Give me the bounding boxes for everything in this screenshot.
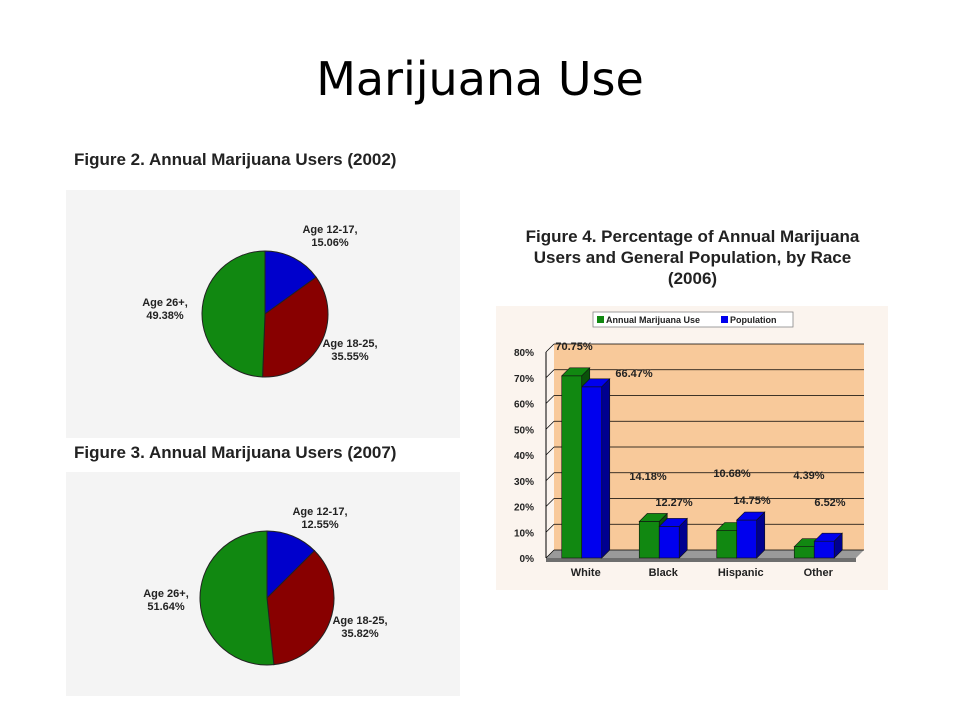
plot-floor bbox=[546, 550, 864, 558]
pie-slice bbox=[264, 250, 317, 315]
x-tick-label: White bbox=[571, 567, 601, 579]
pie-slice-label: Age 18-25, bbox=[322, 338, 377, 350]
figure-2-pie-chart: Age 12-17,15.06% Age 18-25,35.55% Age 26+,… bbox=[142, 224, 378, 378]
pie-slice-value: 51.64% bbox=[147, 601, 185, 613]
bar bbox=[638, 521, 660, 559]
legend: Annual Marijuana Use Population bbox=[592, 311, 794, 328]
bar-data-label: 70.75% bbox=[555, 341, 593, 353]
y-tick-label: 60% bbox=[514, 400, 534, 411]
pie-slice-label: Age 26+, bbox=[142, 297, 188, 309]
y-tick-label: 80% bbox=[514, 348, 534, 359]
bar bbox=[793, 546, 815, 559]
bar-side bbox=[756, 511, 766, 559]
pie-slice-label: Age 12-17, bbox=[292, 506, 347, 518]
bar bbox=[561, 375, 583, 559]
bar-data-label: 14.75% bbox=[733, 495, 771, 507]
pie-slice-label: Age 18-25, bbox=[332, 615, 387, 627]
legend-box bbox=[592, 311, 794, 328]
legend-swatch bbox=[597, 316, 604, 323]
bar-data-label: 10.68% bbox=[713, 468, 751, 480]
figure-4-panel: 0% 10% 20% 30% 40% 50% 60% 70% 80% Annual Marijua… bbox=[496, 306, 888, 590]
gridline-depth bbox=[545, 498, 555, 507]
y-tick-label: 50% bbox=[514, 425, 534, 436]
bar-side bbox=[601, 378, 611, 559]
figure-4-title-line-2: Users and General Population, by Race bbox=[533, 248, 852, 267]
figure-2-title: Figure 2. Annual Marijuana Users (2002) bbox=[74, 150, 397, 169]
figure-4-title-line-3: (2006) bbox=[667, 269, 718, 288]
y-tick-label: 0% bbox=[520, 554, 535, 565]
figure-3-panel: Age 12-17, 12.55% Age 18-25, 35.82% Age 26+,… bbox=[66, 472, 460, 696]
figure-4-bar-chart: 0% 10% 20% 30% 40% 50% 60% 70% 80% Annual Marijua… bbox=[514, 311, 864, 579]
x-tick-label: Black bbox=[649, 567, 679, 579]
bar-data-label: 14.18% bbox=[629, 471, 667, 483]
figure-4-title: Figure 4. Percentage of Annual Marijuana… bbox=[500, 226, 885, 289]
pie-slice bbox=[266, 550, 335, 666]
x-tick-label: Hispanic bbox=[718, 567, 764, 579]
slide-title: Marijuana Use bbox=[316, 52, 644, 106]
pie-slice-value: 49.38% bbox=[146, 310, 184, 322]
figure-3-pie-chart: Age 12-17,12.55% Age 18-25,35.82% Age 26+,… bbox=[143, 506, 388, 666]
pie-slice-label: Age 26+, bbox=[143, 588, 189, 600]
pie-slice-value: 12.55% bbox=[301, 519, 339, 531]
legend-label: Annual Marijuana Use bbox=[606, 315, 700, 325]
pie-slice bbox=[201, 250, 266, 378]
bar bbox=[813, 540, 835, 559]
bar-data-label: 12.27% bbox=[655, 497, 693, 509]
bar-side bbox=[678, 517, 688, 559]
bar bbox=[581, 386, 603, 559]
bar bbox=[658, 526, 680, 559]
y-tick-label: 70% bbox=[514, 374, 534, 385]
y-tick-label: 20% bbox=[514, 503, 534, 514]
plot-floor-edge bbox=[546, 558, 856, 562]
gridline-depth bbox=[545, 395, 555, 404]
bar bbox=[716, 530, 738, 559]
gridline-depth bbox=[545, 472, 555, 481]
pie-slice-value: 15.06% bbox=[311, 237, 349, 249]
gridline-depth bbox=[545, 446, 555, 456]
gridline-depth bbox=[545, 369, 555, 378]
y-tick-label: 40% bbox=[514, 451, 534, 462]
pie-slice bbox=[262, 276, 329, 378]
bar-data-label: 6.52% bbox=[814, 497, 845, 509]
y-tick-label: 10% bbox=[514, 528, 534, 539]
bar-data-label: 66.47% bbox=[615, 368, 653, 380]
gridline-depth bbox=[545, 421, 555, 430]
legend-swatch bbox=[721, 316, 728, 323]
x-tick-label: Other bbox=[804, 567, 834, 579]
y-tick-label: 30% bbox=[514, 477, 534, 488]
pie-slice-value: 35.82% bbox=[341, 628, 379, 640]
legend-label: Population bbox=[730, 315, 777, 325]
bar-side bbox=[833, 532, 843, 559]
figure-4-title-line-1: Figure 4. Percentage of Annual Marijuana bbox=[525, 227, 860, 246]
bar-data-label: 4.39% bbox=[793, 470, 824, 482]
pie-slice-value: 35.55% bbox=[331, 351, 369, 363]
bar bbox=[736, 519, 758, 559]
pie-slice bbox=[199, 530, 275, 666]
figure-3-title: Figure 3. Annual Marijuana Users (2007) bbox=[74, 443, 397, 462]
pie-slice-label: Age 12-17, bbox=[302, 224, 357, 236]
gridline-depth bbox=[545, 524, 555, 533]
figure-2-panel: Age 12-17, 15.06% Age 18-25, 35.55% Age 26+,… bbox=[66, 190, 460, 438]
gridline-depth bbox=[545, 343, 555, 353]
gridline-depth bbox=[545, 549, 555, 559]
